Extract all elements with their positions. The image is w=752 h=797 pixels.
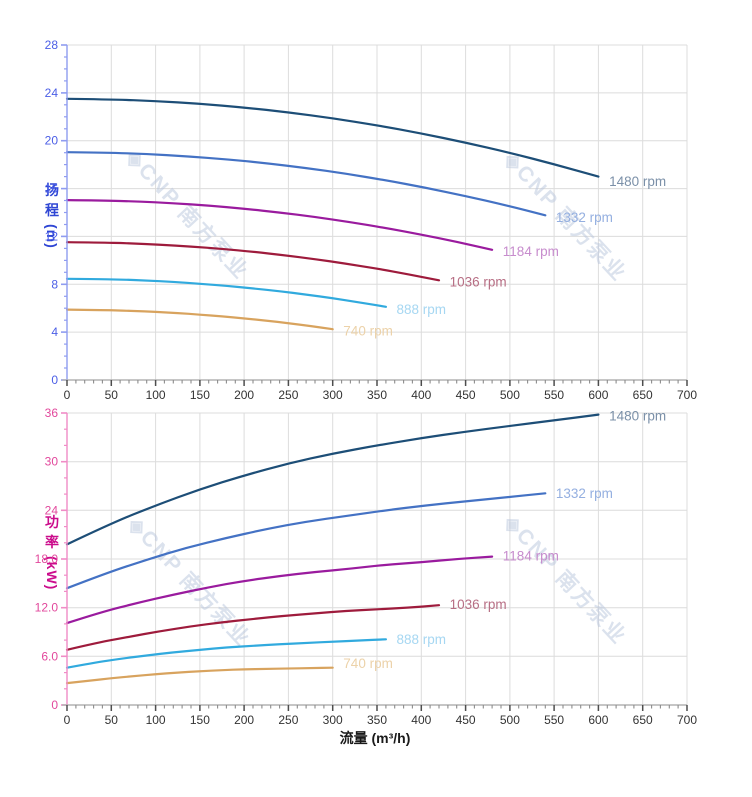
grid-power	[66, 412, 688, 706]
power-axis-title-char2: 率	[45, 534, 59, 551]
x-tick-label-power: 50	[105, 713, 119, 727]
curve-label-head-1184-rpm: 1184 rpm	[503, 244, 559, 259]
curve-power-1036-rpm	[65, 604, 441, 651]
y-axis-head: 0 4 8 12 16 20 24 28	[45, 38, 68, 387]
curve-power-888-rpm	[65, 638, 387, 669]
curve-head-1332-rpm	[65, 151, 547, 217]
y-tick-label-power: 30	[45, 455, 59, 469]
curve-label-head-1332-rpm: 1332 rpm	[556, 210, 613, 225]
x-axis-power: 0 50 100 150 200 250 300 350 400 450 500 550 600 650 7…	[62, 704, 697, 727]
y-tick-label-power: 12.0	[35, 601, 59, 615]
curve-power-1184-rpm	[65, 555, 494, 625]
x-tick-label-power: 400	[411, 713, 431, 727]
curve-label-power-740-rpm: 740 rpm	[343, 656, 393, 671]
x-tick-label-power: 150	[190, 713, 210, 727]
y-tick-label-power: 0	[51, 698, 58, 712]
y-tick-label-power: 6.0	[41, 649, 58, 663]
x-tick-label-power: 350	[367, 713, 387, 727]
x-tick-label-power: 250	[278, 713, 298, 727]
x-tick-label-head: 150	[190, 388, 210, 402]
head-axis-unit: (m)	[44, 223, 61, 249]
x-tick-label-head: 650	[633, 388, 653, 402]
flow-axis-title: 流量 (m³/h)	[339, 730, 411, 746]
x-tick-label-head: 550	[544, 388, 564, 402]
x-tick-label-power: 450	[456, 713, 476, 727]
y-tick-label-head: 16	[45, 182, 59, 196]
x-tick-label-power: 200	[234, 713, 254, 727]
head-axis-title-char2: 程	[45, 202, 59, 219]
x-tick-label-power: 500	[500, 713, 520, 727]
curve-power-1480-rpm	[65, 413, 600, 546]
curve-power-740-rpm	[65, 666, 334, 685]
y-tick-label-head: 24	[45, 86, 59, 100]
curve-label-head-740-rpm: 740 rpm	[343, 323, 393, 338]
curve-head-1184-rpm	[65, 199, 494, 251]
x-tick-label-power: 700	[677, 713, 697, 727]
x-tick-label-power: 0	[64, 713, 71, 727]
x-tick-label-power: 600	[588, 713, 608, 727]
curve-head-1480-rpm	[65, 97, 600, 178]
curve-label-head-1036-rpm: 1036 rpm	[450, 274, 507, 289]
y-tick-label-power: 24	[45, 503, 59, 517]
y-axis-power: 0 6.0 12.0 18.0 24 30 36	[35, 406, 68, 712]
watermark-power-0: ◈CNP 南方泵业	[123, 511, 256, 651]
x-tick-label-head: 100	[146, 388, 166, 402]
x-tick-label-head: 400	[411, 388, 431, 402]
x-tick-label-power: 100	[146, 713, 166, 727]
y-tick-label-head: 4	[51, 325, 58, 339]
curve-head-740-rpm	[65, 308, 334, 331]
curve-power-1332-rpm	[65, 492, 547, 590]
x-tick-label-head: 0	[64, 388, 71, 402]
x-tick-label-power: 300	[323, 713, 343, 727]
curve-label-power-1480-rpm: 1480 rpm	[609, 409, 666, 424]
x-tick-label-power: 550	[544, 713, 564, 727]
curve-label-power-1184-rpm: 1184 rpm	[503, 548, 559, 563]
curve-label-head-888-rpm: 888 rpm	[397, 302, 447, 317]
watermark-power-1: ◈CNP 南方泵业	[499, 509, 632, 649]
x-tick-label-power: 650	[633, 713, 653, 727]
x-tick-label-head: 250	[278, 388, 298, 402]
watermark-head-0: ◈CNP 南方泵业	[121, 144, 254, 284]
x-tick-label-head: 600	[588, 388, 608, 402]
chart-power: ◈CNP 南方泵业 ◈CNP 南方泵业 1480 rpm 1332 rpm 1184 r…	[35, 406, 698, 727]
x-tick-label-head: 500	[500, 388, 520, 402]
x-tick-label-head: 700	[677, 388, 697, 402]
head-axis-title-char1: 扬	[45, 182, 59, 198]
y-tick-label-head: 28	[45, 38, 59, 52]
y-tick-label-head: 0	[51, 373, 58, 387]
curve-head-1036-rpm	[65, 241, 441, 282]
x-tick-label-head: 300	[323, 388, 343, 402]
y-tick-label-power: 36	[45, 406, 59, 420]
curve-label-power-1332-rpm: 1332 rpm	[556, 486, 613, 501]
head-axis-title: 扬 程 (m)	[42, 180, 62, 248]
x-tick-label-head: 350	[367, 388, 387, 402]
y-tick-label-head: 20	[45, 134, 59, 148]
power-axis-title: 功 率 (kW)	[42, 512, 62, 590]
x-axis-head: 0 50 100 150 200 250 300 350 400 450 500 550 600 650 7…	[62, 379, 697, 402]
x-tick-label-head: 200	[234, 388, 254, 402]
y-tick-label-head: 12	[45, 229, 59, 243]
y-tick-label-power: 18.0	[35, 552, 59, 566]
power-axis-title-char1: 功	[45, 514, 59, 530]
curve-label-power-888-rpm: 888 rpm	[397, 632, 447, 647]
power-axis-unit: (kW)	[44, 555, 61, 590]
curve-label-power-1036-rpm: 1036 rpm	[450, 597, 507, 612]
curve-head-888-rpm	[65, 277, 387, 308]
y-tick-label-head: 8	[51, 277, 58, 291]
curve-label-head-1480-rpm: 1480 rpm	[609, 174, 666, 189]
x-tick-label-head: 50	[105, 388, 119, 402]
x-tick-label-head: 450	[456, 388, 476, 402]
